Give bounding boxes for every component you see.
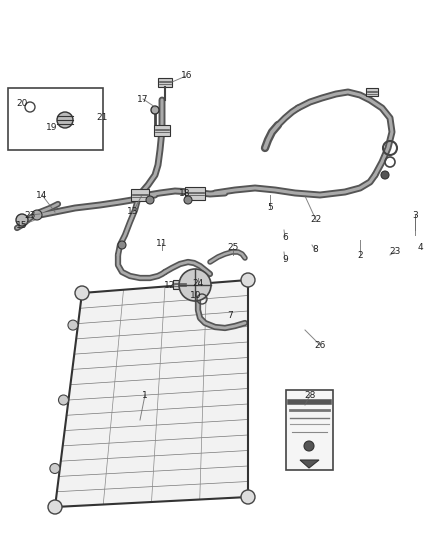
Text: 28: 28 — [304, 391, 316, 400]
Bar — [366, 88, 378, 96]
Circle shape — [50, 464, 60, 473]
Bar — [131, 189, 149, 201]
Circle shape — [304, 441, 314, 451]
Circle shape — [68, 320, 78, 330]
Bar — [8, 88, 103, 150]
Bar — [286, 390, 333, 470]
Text: 4: 4 — [417, 244, 423, 253]
Circle shape — [118, 241, 126, 249]
Bar — [154, 125, 170, 135]
Circle shape — [241, 490, 255, 504]
Text: 11: 11 — [156, 238, 168, 247]
Text: 1: 1 — [142, 391, 148, 400]
Circle shape — [179, 269, 211, 301]
Text: 13: 13 — [127, 207, 139, 216]
Circle shape — [32, 210, 42, 220]
Circle shape — [381, 171, 389, 179]
Text: 2: 2 — [357, 251, 363, 260]
Circle shape — [151, 106, 159, 114]
Text: 5: 5 — [267, 204, 273, 213]
Text: 23: 23 — [25, 211, 35, 220]
Text: 18: 18 — [179, 190, 191, 198]
Circle shape — [241, 273, 255, 287]
Circle shape — [184, 196, 192, 204]
Text: 19: 19 — [46, 124, 58, 133]
Circle shape — [48, 500, 62, 514]
Text: 15: 15 — [16, 221, 28, 230]
Text: 9: 9 — [282, 255, 288, 264]
Text: 23: 23 — [389, 247, 401, 256]
Text: 22: 22 — [311, 215, 321, 224]
Bar — [173, 279, 187, 288]
Text: 17: 17 — [137, 94, 149, 103]
Circle shape — [16, 214, 28, 226]
Text: 12: 12 — [164, 281, 176, 290]
Text: 7: 7 — [227, 311, 233, 319]
Polygon shape — [300, 460, 319, 468]
Bar — [185, 187, 205, 199]
Text: 10: 10 — [190, 292, 202, 301]
Circle shape — [75, 286, 89, 300]
Text: 20: 20 — [16, 99, 28, 108]
Circle shape — [146, 196, 154, 204]
Circle shape — [59, 395, 68, 405]
Text: 26: 26 — [314, 341, 326, 350]
Text: 21: 21 — [96, 114, 108, 123]
Text: 3: 3 — [412, 211, 418, 220]
Text: 6: 6 — [282, 232, 288, 241]
Bar — [158, 77, 172, 86]
Text: 8: 8 — [312, 246, 318, 254]
Text: 16: 16 — [181, 71, 193, 80]
Text: 25: 25 — [227, 244, 239, 253]
Circle shape — [57, 112, 73, 128]
Text: 14: 14 — [36, 190, 48, 199]
Polygon shape — [55, 280, 248, 507]
Text: 24: 24 — [192, 279, 204, 288]
